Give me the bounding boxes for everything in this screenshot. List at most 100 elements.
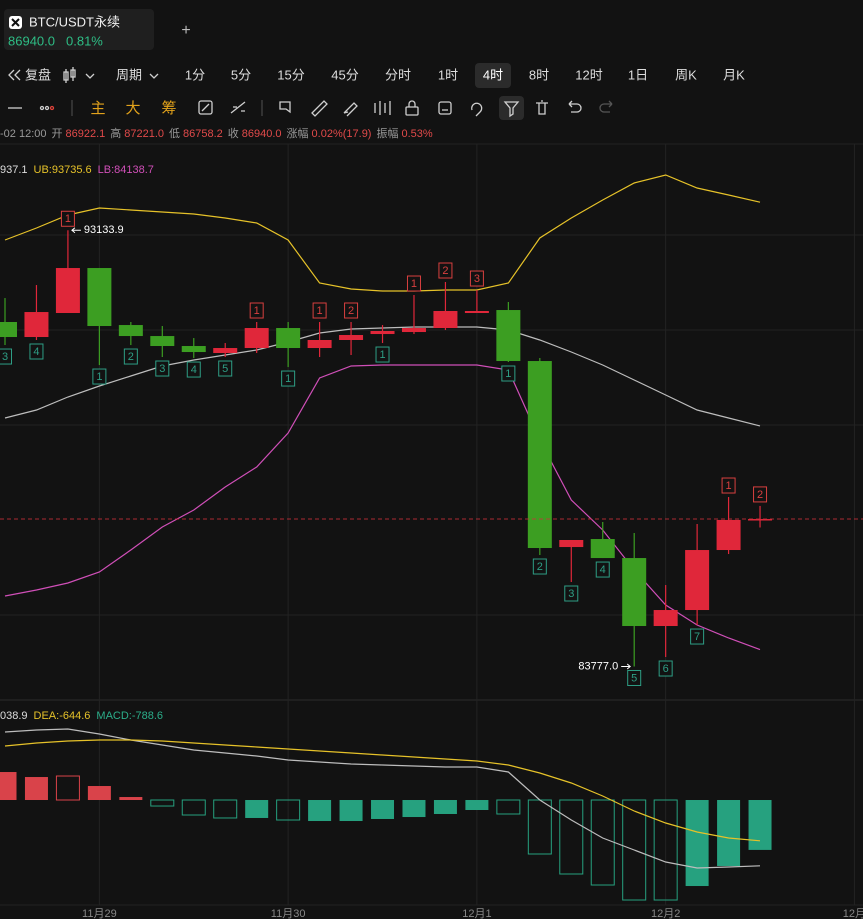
interval[interactable]: 4时: [483, 67, 503, 82]
exchange-icon: [9, 16, 22, 29]
macd-bar: [339, 800, 363, 822]
indicator-tools: 主大筹: [90, 100, 176, 117]
td-label: 4: [33, 346, 39, 358]
plot: 1 1 1 2 1 2 3 1 2 3 4 1 2 3 4 5 1 1 1 2 3 4 5 6 7 93133.9 83777.0: [0, 174, 863, 901]
candle-type-icon[interactable]: [63, 67, 76, 83]
annotation-arrow: [71, 227, 81, 234]
candle-body: [653, 610, 678, 627]
info-value: 87221.0: [124, 128, 164, 140]
legend-item: UB:93735.6: [34, 164, 92, 176]
tool[interactable]: 筹: [161, 100, 176, 117]
td-label: 2: [442, 265, 448, 277]
caret: [149, 73, 159, 79]
td-label: 3: [474, 273, 480, 285]
interval[interactable]: 1时: [438, 67, 458, 82]
interval[interactable]: 1日: [628, 67, 648, 82]
td-label: 1: [726, 480, 732, 492]
drawing-tools: [8, 100, 483, 117]
td-box: [627, 669, 642, 686]
macd-bar: [622, 799, 647, 901]
td-label: 1: [285, 373, 291, 385]
macd-bar: [245, 800, 269, 818]
info-date: -02 12:00: [0, 128, 46, 140]
info-value: 86922.1: [65, 128, 105, 140]
td-box: [501, 365, 516, 382]
active-tool[interactable]: [499, 96, 524, 120]
td-label: 2: [537, 561, 543, 573]
symbol-tab[interactable]: [4, 9, 154, 50]
interval[interactable]: 12时: [575, 67, 602, 82]
macd-bar: [371, 800, 395, 819]
x-tick-label: 12月: [843, 908, 863, 919]
td-box: [123, 348, 138, 365]
td-label: 1: [65, 213, 71, 225]
td-box: [29, 343, 44, 360]
td-label: 3: [159, 363, 165, 375]
td-label: 4: [191, 364, 197, 376]
info-label: 涨幅: [287, 127, 309, 140]
grid: [0, 143, 863, 906]
legend-item: 038.9: [0, 710, 28, 722]
info-label: 开: [51, 128, 62, 140]
td-box: [406, 275, 421, 292]
td-label: 1: [96, 371, 102, 383]
td-label: 3: [2, 351, 8, 363]
td-box: [658, 660, 673, 677]
x-tick-label: 12月2: [651, 908, 680, 919]
tool[interactable]: 大: [125, 100, 140, 117]
td-label: 3: [568, 588, 574, 600]
td-label: 1: [317, 305, 323, 317]
change: 0.81%: [66, 33, 103, 48]
interval[interactable]: 月K: [723, 67, 745, 82]
candle-body: [748, 519, 773, 521]
candle-body: [559, 540, 584, 548]
info-value: 86940.0: [242, 128, 282, 140]
candle-body: [0, 322, 17, 338]
candle-body: [716, 519, 741, 551]
info-label: 收: [228, 126, 239, 140]
td-label: 5: [631, 672, 637, 684]
macd-bar: [653, 799, 678, 901]
candle-body: [590, 539, 615, 559]
macd-bar: [433, 800, 457, 814]
interval[interactable]: 15分: [277, 67, 304, 82]
candle-body: [370, 331, 395, 335]
caret: [85, 73, 95, 79]
info-label: 低: [169, 127, 180, 140]
candle-body: [433, 311, 458, 329]
x-tick-label: 11月30: [271, 908, 306, 919]
interval[interactable]: 分时: [385, 67, 411, 82]
interval[interactable]: 45分: [331, 67, 358, 82]
interval[interactable]: 1分: [185, 67, 205, 82]
macd-bar: [559, 799, 584, 875]
macd-bar: [748, 800, 772, 850]
tool[interactable]: 主: [90, 100, 105, 117]
td-box: [469, 270, 484, 287]
interval[interactable]: 周K: [675, 67, 697, 82]
annotation: 93133.9: [84, 224, 124, 236]
td-box: [721, 477, 736, 494]
td-box: [92, 368, 107, 385]
candle-body: [464, 311, 489, 314]
candle-body: [276, 328, 301, 349]
candle-body: [244, 328, 269, 349]
td-box: [690, 628, 705, 645]
candle-body: [339, 335, 364, 340]
interval[interactable]: 8时: [529, 67, 549, 82]
macd-bar: [55, 775, 80, 801]
candle-body: [496, 310, 521, 362]
interval[interactable]: 5分: [231, 67, 251, 82]
period[interactable]: 周期: [116, 67, 142, 82]
td-label: 6: [663, 663, 669, 675]
annotation: 83777.0: [578, 660, 618, 672]
td-box: [0, 348, 12, 365]
candle-body: [24, 312, 49, 338]
add-tab[interactable]: +: [181, 22, 190, 39]
candle-body: [685, 550, 710, 611]
candle-body: [150, 336, 175, 347]
legend-item: MACD:-788.6: [96, 710, 163, 722]
active-interval[interactable]: [475, 63, 511, 88]
macd-bar: [685, 800, 709, 887]
replay[interactable]: 复盘: [25, 67, 51, 82]
td-label: 2: [348, 305, 354, 317]
